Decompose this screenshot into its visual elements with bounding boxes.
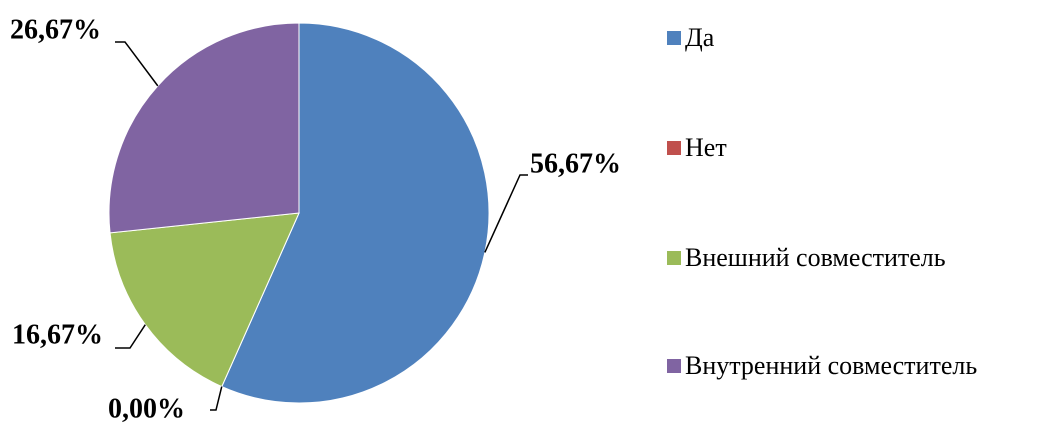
data-label: 0,00% xyxy=(108,393,185,424)
data-label: 56,67% xyxy=(530,148,621,179)
legend-label: Внешний совместитель xyxy=(685,243,946,272)
pie-slice xyxy=(108,22,300,234)
legend-label: Нет xyxy=(685,133,727,162)
pie-slice xyxy=(221,22,490,404)
legend-label: Да xyxy=(685,23,715,52)
pie-slice xyxy=(109,212,300,388)
legend-swatch xyxy=(667,359,681,373)
legend-label: Внутренний совместитель xyxy=(685,351,977,380)
leader-line xyxy=(210,386,223,411)
legend-swatch xyxy=(667,251,681,265)
leader-line xyxy=(115,324,146,349)
leader-line xyxy=(484,174,528,253)
legend-swatch xyxy=(667,31,681,45)
leader-line xyxy=(115,41,159,87)
data-label: 16,67% xyxy=(12,319,103,350)
legend-swatch xyxy=(667,141,681,155)
data-label: 26,67% xyxy=(10,14,101,45)
